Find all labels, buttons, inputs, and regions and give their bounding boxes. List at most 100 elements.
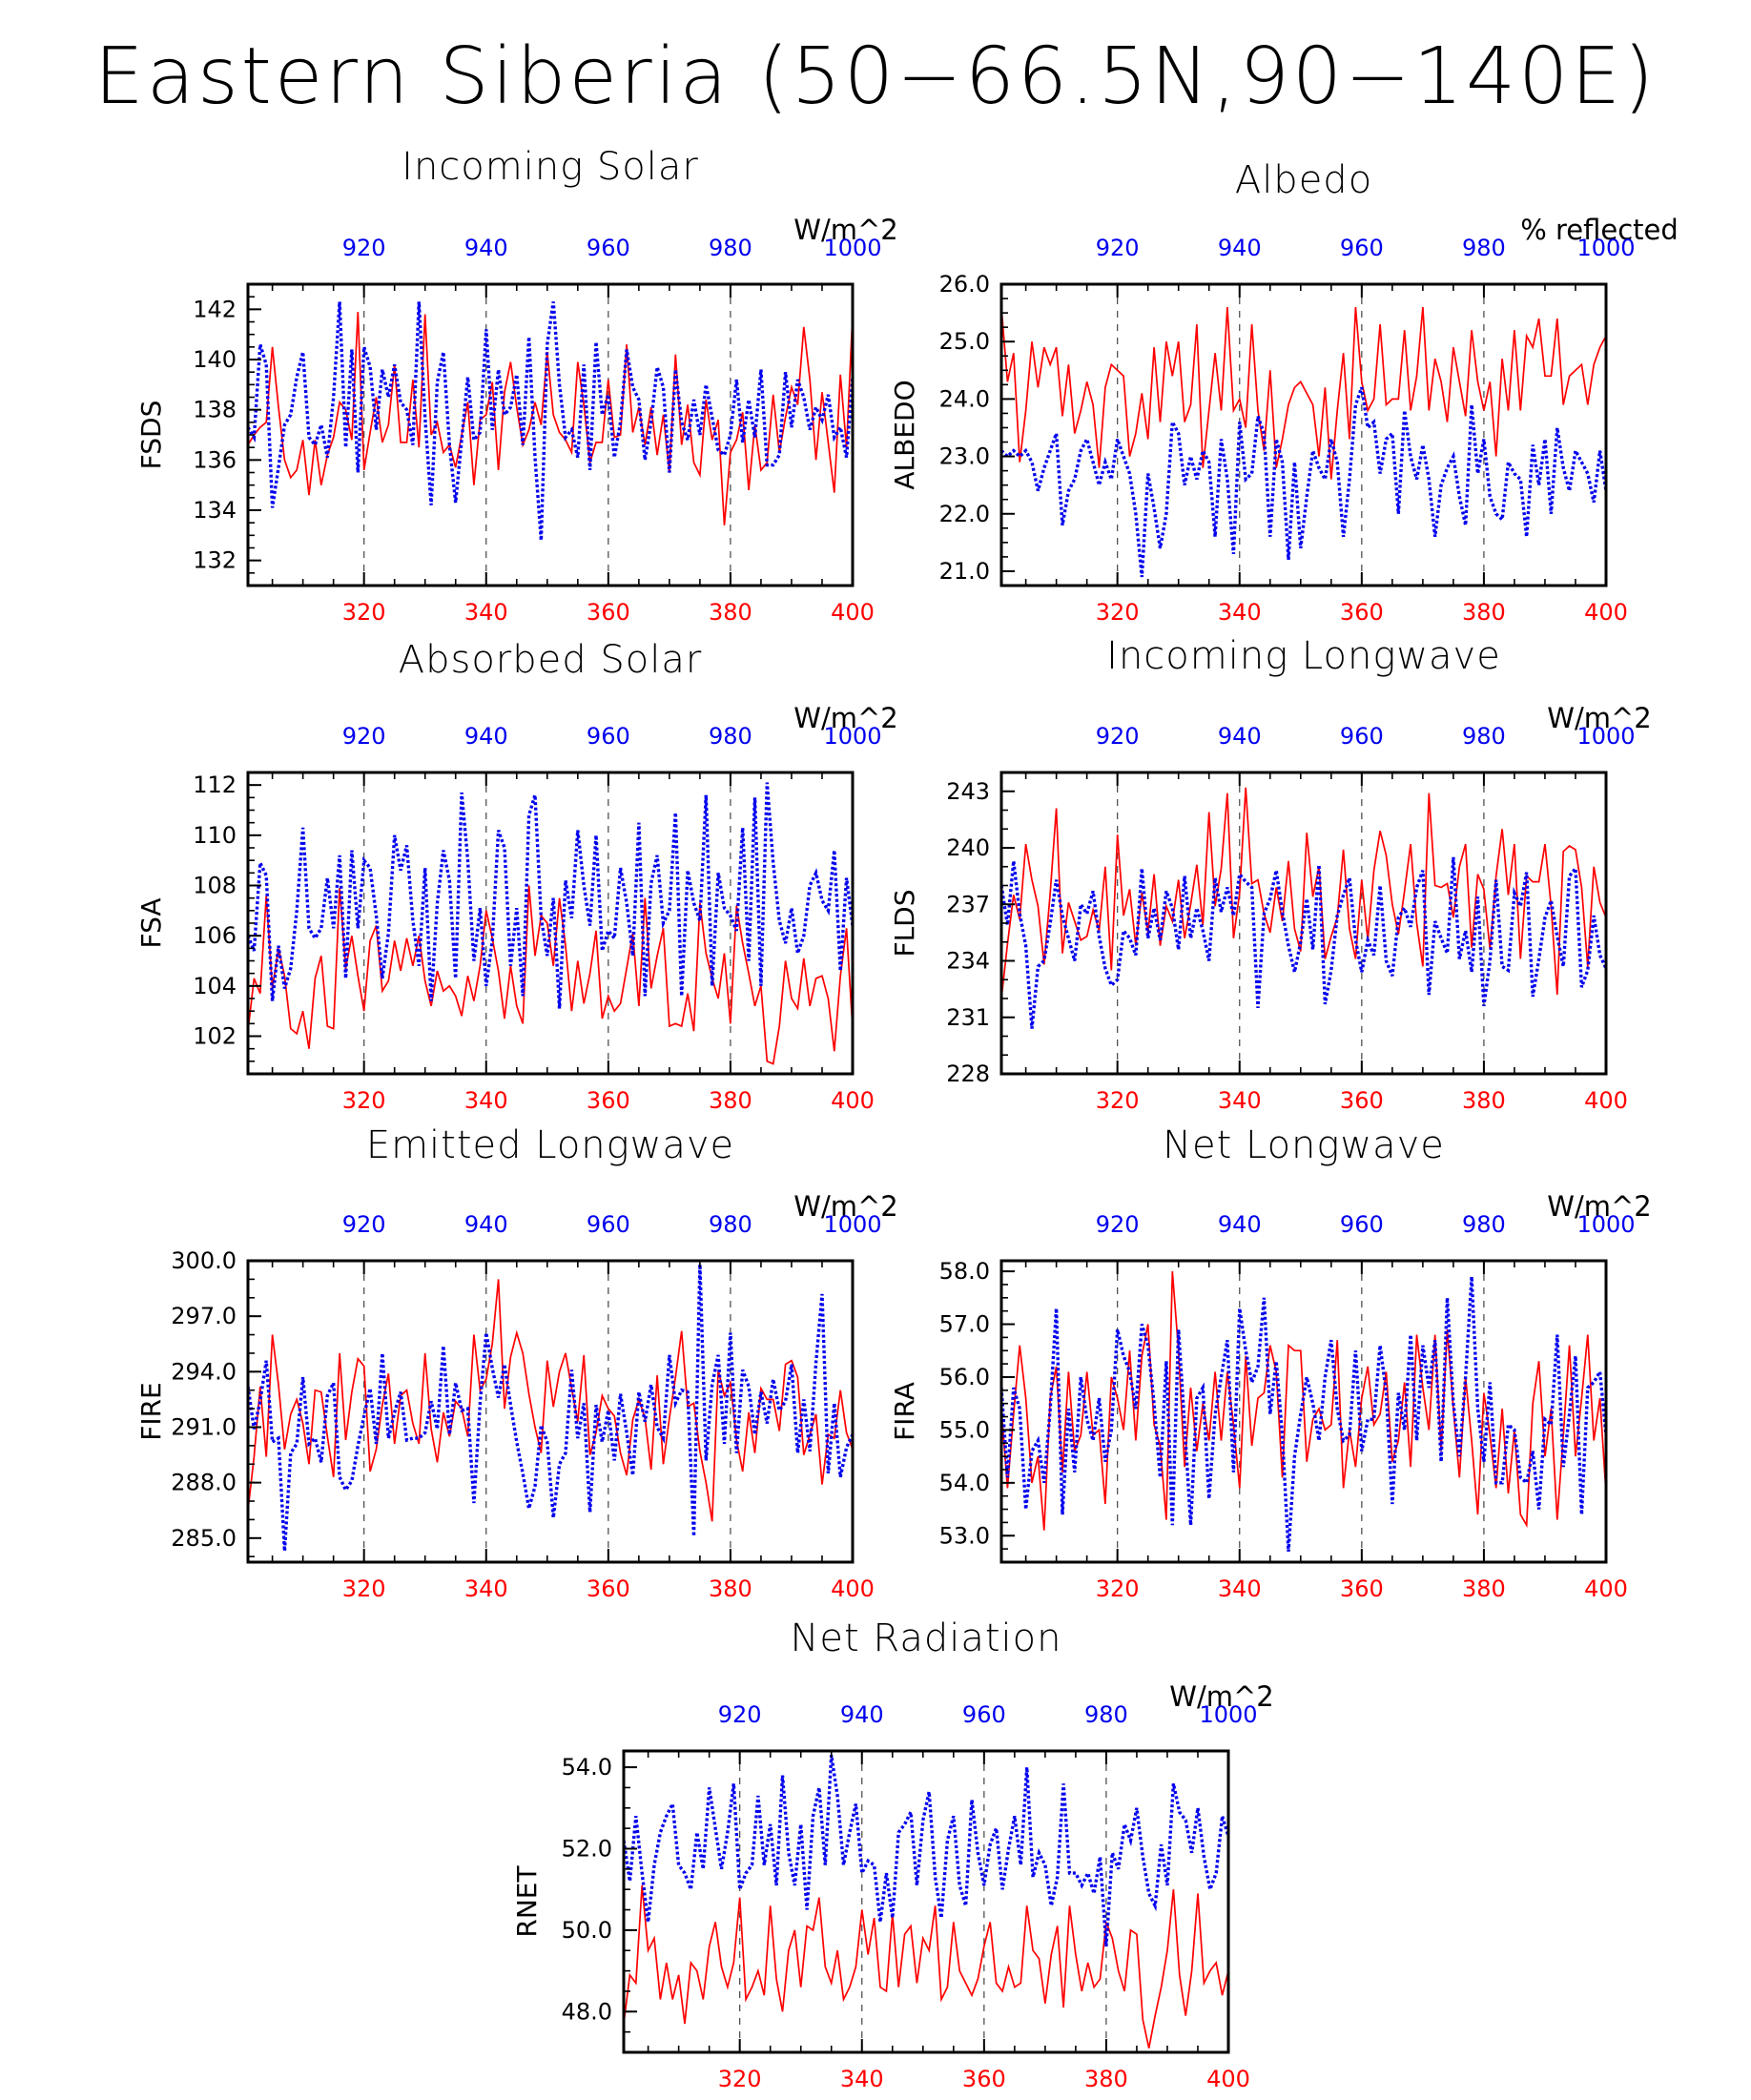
y-tick-label: 48.0 <box>562 1998 612 2025</box>
series-line-blue <box>248 1264 853 1552</box>
chart-flds: Incoming Longwave W/m^2 228 231 234 237 240 243… <box>889 634 1652 1114</box>
y-tick-label: 52.0 <box>562 1835 612 1862</box>
chart-fira: Net Longwave W/m^2 53.0 54.0 55.0 56.0 57.0 58.… <box>889 1123 1652 1602</box>
x-bottom-tick-label: 340 <box>840 2066 884 2092</box>
panel-title: Incoming Solar <box>402 145 699 189</box>
y-tick-label: 54.0 <box>562 1754 612 1781</box>
x-top-tick-label: 1000 <box>1576 235 1635 261</box>
y-tick-label: 243 <box>946 778 990 805</box>
y-axis-label: ALBEDO <box>889 380 920 489</box>
chart-rnet: Net Radiation W/m^2 48.0 50.0 52.0 54.0 320 340… <box>511 1616 1274 2092</box>
x-top-tick-label: 960 <box>1340 1211 1384 1238</box>
x-bottom-tick-label: 380 <box>709 1575 752 1602</box>
x-top-tick-label: 980 <box>709 723 752 750</box>
y-tick-label: 134 <box>193 497 237 524</box>
y-tick-label: 112 <box>193 772 237 798</box>
y-tick-label: 240 <box>946 834 990 861</box>
x-top-tick-label: 920 <box>1096 1211 1140 1238</box>
x-top-tick-label: 1000 <box>1576 723 1635 750</box>
units-label: W/m^2 <box>793 214 897 246</box>
y-tick-label: 297.0 <box>171 1303 237 1329</box>
y-axis-label: FIRE <box>135 1382 167 1441</box>
x-bottom-tick-label: 320 <box>1096 599 1140 626</box>
y-tick-label: 22.0 <box>939 501 990 527</box>
y-tick-label: 294.0 <box>171 1358 237 1385</box>
y-tick-label: 136 <box>193 446 237 473</box>
chart-fsds: Incoming Solar W/m^2 132 134 136 138 140 142 320… <box>135 145 898 626</box>
series-line-blue <box>624 1755 1228 1947</box>
y-tick-label: 54.0 <box>939 1470 990 1496</box>
x-top-tick-label: 920 <box>342 1211 386 1238</box>
x-top-tick-label: 940 <box>840 1701 884 1728</box>
y-axis-label: RNET <box>511 1865 543 1938</box>
x-bottom-tick-label: 380 <box>1462 599 1506 626</box>
units-label: W/m^2 <box>1547 1190 1651 1223</box>
x-top-tick-label: 960 <box>1340 235 1384 261</box>
y-tick-label: 138 <box>193 397 237 423</box>
x-top-tick-label: 940 <box>464 723 508 750</box>
x-bottom-tick-label: 400 <box>1584 599 1628 626</box>
x-top-tick-label: 980 <box>1462 723 1506 750</box>
y-axis-label: FSA <box>135 897 167 948</box>
x-top-tick-label: 980 <box>709 1211 752 1238</box>
series-line-blue <box>1001 386 1606 578</box>
x-bottom-tick-label: 320 <box>718 2066 762 2092</box>
x-bottom-tick-label: 400 <box>1584 1087 1628 1114</box>
x-bottom-tick-label: 320 <box>342 1575 386 1602</box>
series-line-red <box>248 1279 853 1522</box>
y-tick-label: 108 <box>193 873 237 899</box>
x-top-tick-label: 920 <box>1096 235 1140 261</box>
x-top-tick-label: 1000 <box>823 235 881 261</box>
panel-title: Net Longwave <box>1163 1123 1445 1167</box>
x-top-tick-label: 940 <box>464 235 508 261</box>
x-top-tick-label: 960 <box>1340 723 1384 750</box>
x-bottom-tick-label: 340 <box>1218 1575 1262 1602</box>
x-bottom-tick-label: 360 <box>1340 599 1384 626</box>
series-line-blue <box>248 301 853 541</box>
series-line-red <box>1001 787 1606 999</box>
x-top-tick-label: 960 <box>962 1701 1006 1728</box>
x-bottom-tick-label: 400 <box>1206 2066 1250 2092</box>
x-bottom-tick-label: 380 <box>709 599 752 626</box>
x-bottom-tick-label: 360 <box>587 1575 630 1602</box>
x-top-tick-label: 940 <box>1218 235 1262 261</box>
x-bottom-tick-label: 320 <box>1096 1575 1140 1602</box>
x-top-tick-label: 960 <box>587 723 630 750</box>
y-tick-label: 237 <box>946 891 990 917</box>
y-axis-label: FIRA <box>889 1382 920 1441</box>
chart-fsa: Absorbed Solar W/m^2 102 104 106 108 110 112 320… <box>135 638 898 1114</box>
units-label: % reflected <box>1520 214 1679 246</box>
x-top-tick-label: 940 <box>464 1211 508 1238</box>
y-tick-label: 132 <box>193 547 237 574</box>
units-label: W/m^2 <box>793 702 897 734</box>
y-tick-label: 56.0 <box>939 1364 990 1390</box>
y-tick-label: 25.0 <box>939 328 990 355</box>
y-tick-label: 55.0 <box>939 1416 990 1443</box>
y-tick-label: 234 <box>946 948 990 975</box>
x-bottom-tick-label: 360 <box>587 1087 630 1114</box>
x-bottom-tick-label: 360 <box>1340 1575 1384 1602</box>
x-bottom-tick-label: 340 <box>1218 1087 1262 1114</box>
units-label: W/m^2 <box>1169 1680 1273 1713</box>
x-top-tick-label: 980 <box>709 235 752 261</box>
y-tick-label: 110 <box>193 822 237 849</box>
x-bottom-tick-label: 360 <box>962 2066 1006 2092</box>
y-tick-label: 104 <box>193 973 237 999</box>
x-bottom-tick-label: 400 <box>831 1575 875 1602</box>
y-tick-label: 300.0 <box>171 1247 237 1274</box>
x-bottom-tick-label: 380 <box>1462 1087 1506 1114</box>
y-axis-label: FSDS <box>135 401 167 470</box>
x-bottom-tick-label: 320 <box>1096 1087 1140 1114</box>
x-bottom-tick-label: 320 <box>342 599 386 626</box>
units-label: W/m^2 <box>1547 702 1651 734</box>
panel-title: Incoming Longwave <box>1106 634 1501 678</box>
y-tick-label: 102 <box>193 1023 237 1050</box>
plot-frame <box>999 1259 1608 1564</box>
x-bottom-tick-label: 360 <box>587 599 630 626</box>
y-tick-label: 106 <box>193 922 237 949</box>
x-top-tick-label: 1000 <box>823 723 881 750</box>
x-top-tick-label: 980 <box>1084 1701 1128 1728</box>
panel-title: Absorbed Solar <box>399 638 703 682</box>
x-bottom-tick-label: 340 <box>1218 599 1262 626</box>
chart-panels: Incoming Solar W/m^2 132 134 136 138 140 142 320… <box>135 145 1679 2092</box>
